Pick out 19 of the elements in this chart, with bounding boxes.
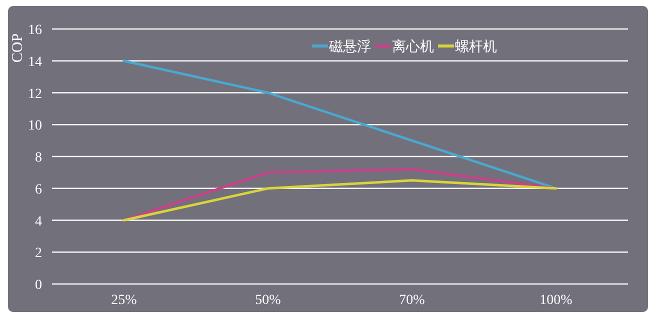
y-tick-label: 4 xyxy=(35,214,42,230)
x-tick-label: 50% xyxy=(255,293,282,308)
y-tick-label: 10 xyxy=(28,118,42,134)
y-tick-label: 8 xyxy=(35,150,42,166)
y-tick-label: 6 xyxy=(35,182,42,198)
y-axis-title: COP xyxy=(10,33,26,63)
x-tick-label: 25% xyxy=(111,293,138,308)
y-tick-label: 2 xyxy=(35,246,42,262)
line-series xyxy=(122,60,558,190)
y-tick-label: 14 xyxy=(28,54,42,70)
legend-label: 螺杆机 xyxy=(455,39,497,55)
y-tick-label: 16 xyxy=(28,23,42,38)
line-series xyxy=(122,168,558,222)
x-tick-label: 70% xyxy=(399,293,426,308)
x-tick-label: 100% xyxy=(540,293,573,308)
legend-label: 离心机 xyxy=(392,39,434,55)
y-tick-label: 0 xyxy=(35,278,42,293)
legend-label: 磁悬浮 xyxy=(328,39,371,55)
y-tick-label: 12 xyxy=(28,86,42,102)
